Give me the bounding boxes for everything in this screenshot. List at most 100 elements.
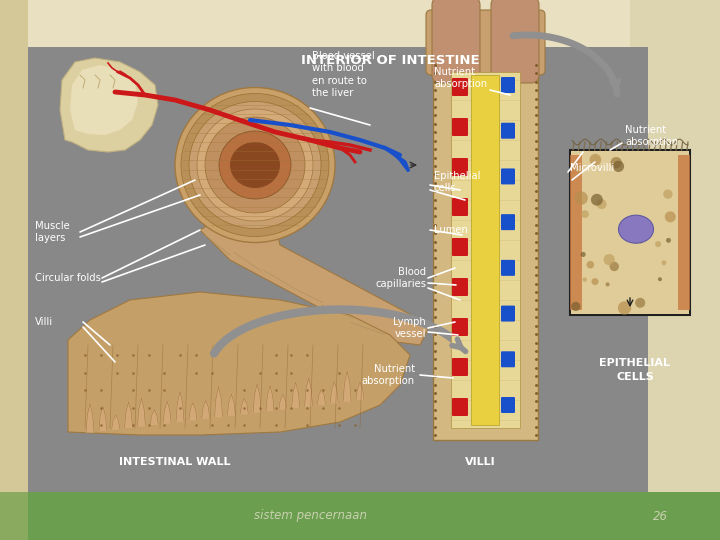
Polygon shape [200,200,430,345]
Circle shape [582,278,587,282]
Text: sistem pencernaan: sistem pencernaan [253,510,366,523]
Bar [471,75,499,425]
Polygon shape [318,389,325,404]
Text: INTESTINAL WALL: INTESTINAL WALL [120,457,230,467]
Ellipse shape [230,142,280,188]
Text: Blood vessel
with blood
en route to
the liver: Blood vessel with blood en route to the … [312,51,374,98]
Polygon shape [228,394,235,415]
Ellipse shape [189,102,321,228]
Polygon shape [189,402,197,420]
Polygon shape [343,372,351,401]
FancyBboxPatch shape [501,352,515,367]
Circle shape [606,282,610,286]
FancyBboxPatch shape [467,10,505,75]
Bar [28,492,720,540]
Circle shape [635,298,645,308]
Circle shape [571,302,580,311]
Ellipse shape [181,93,329,237]
Bar [28,47,648,492]
FancyBboxPatch shape [452,318,468,336]
Circle shape [591,278,598,285]
Circle shape [581,210,589,218]
Text: Lumen: Lumen [434,225,468,235]
Circle shape [611,157,622,168]
Circle shape [638,238,643,244]
FancyBboxPatch shape [452,398,468,416]
Circle shape [658,277,662,281]
Circle shape [575,166,582,172]
Ellipse shape [618,215,654,243]
Polygon shape [68,292,410,435]
Ellipse shape [205,117,305,213]
Polygon shape [138,398,145,426]
Polygon shape [240,399,248,414]
Bar [0,492,28,540]
Circle shape [665,211,676,222]
FancyBboxPatch shape [452,78,468,96]
Polygon shape [330,382,338,403]
Text: INTERIOR OF INTESTINE: INTERIOR OF INTESTINE [301,53,480,66]
Circle shape [591,194,603,206]
FancyBboxPatch shape [452,238,468,256]
Circle shape [613,161,624,172]
FancyBboxPatch shape [452,158,468,176]
Text: Lymph
vessel: Lymph vessel [393,317,426,339]
Polygon shape [99,406,107,430]
Polygon shape [356,382,364,400]
Bar [678,155,690,310]
Text: 26: 26 [652,510,667,523]
FancyBboxPatch shape [501,397,515,413]
Bar [433,60,538,440]
Bar [451,72,520,428]
FancyBboxPatch shape [432,0,480,83]
Polygon shape [176,392,184,421]
Circle shape [662,260,667,265]
Text: Nutrient
absorption: Nutrient absorption [434,67,487,89]
FancyBboxPatch shape [426,10,464,75]
Text: VILLI: VILLI [464,457,495,467]
Polygon shape [292,382,300,407]
Text: Nutrient
absorption: Nutrient absorption [362,364,415,386]
FancyBboxPatch shape [491,0,539,83]
Circle shape [663,190,672,199]
FancyBboxPatch shape [501,214,515,230]
Polygon shape [150,410,158,424]
FancyBboxPatch shape [501,260,515,276]
Circle shape [587,261,594,268]
Polygon shape [279,395,287,409]
Ellipse shape [219,131,291,199]
Polygon shape [112,415,120,429]
Polygon shape [305,378,312,406]
Text: Muscle
layers: Muscle layers [35,221,70,243]
FancyBboxPatch shape [452,358,468,376]
Polygon shape [86,403,94,432]
Bar [630,0,720,540]
Polygon shape [266,386,274,410]
Polygon shape [125,402,132,427]
FancyBboxPatch shape [452,198,468,216]
Circle shape [610,262,619,271]
Polygon shape [253,384,261,412]
Text: Nutrient
absorption: Nutrient absorption [625,125,678,147]
Ellipse shape [197,109,313,221]
Circle shape [575,191,588,205]
FancyBboxPatch shape [501,123,515,139]
Circle shape [618,301,631,315]
Ellipse shape [175,87,335,242]
FancyBboxPatch shape [501,77,515,93]
Circle shape [666,238,671,243]
Polygon shape [70,65,138,135]
Bar [570,155,582,310]
Polygon shape [163,401,171,423]
Circle shape [590,154,601,166]
Polygon shape [202,400,210,418]
Text: Blood
capillaries: Blood capillaries [375,267,426,289]
Circle shape [603,254,615,265]
Text: Microvilli: Microvilli [570,163,614,173]
FancyBboxPatch shape [507,10,545,75]
Bar [571,151,689,314]
Text: Epithelial
cells: Epithelial cells [434,171,480,193]
Polygon shape [60,58,158,152]
Bar [0,0,28,540]
Circle shape [655,241,661,247]
